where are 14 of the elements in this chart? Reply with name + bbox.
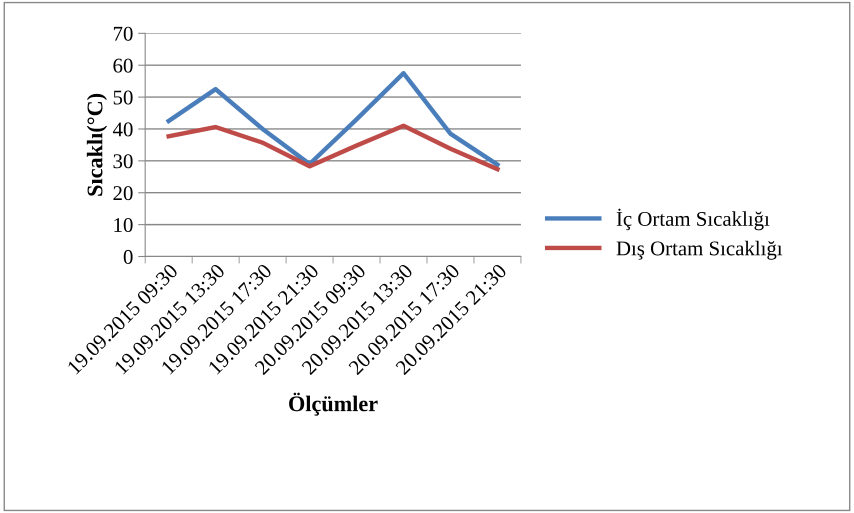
y-tick-label: 40: [112, 122, 133, 136]
x-axis-title: Ölçümler: [289, 392, 378, 416]
y-tick-label: 70: [114, 26, 133, 41]
legend-label: İç Ortam Sıcaklığı: [616, 208, 770, 230]
legend-label: Dış Ortam Sıcaklığı: [616, 240, 782, 260]
y-axis-title: Sıcaklı(°C): [86, 94, 107, 196]
y-tick-label: 20: [113, 186, 133, 200]
y-tick-label: 30: [114, 154, 133, 168]
y-tick-label: 10: [114, 218, 133, 232]
y-tick-label: 60: [113, 58, 133, 73]
y-tick-label: 50: [114, 90, 133, 105]
y-tick-label: 0: [124, 250, 133, 264]
line-series: [166, 124, 500, 172]
line-series: [166, 70, 500, 167]
